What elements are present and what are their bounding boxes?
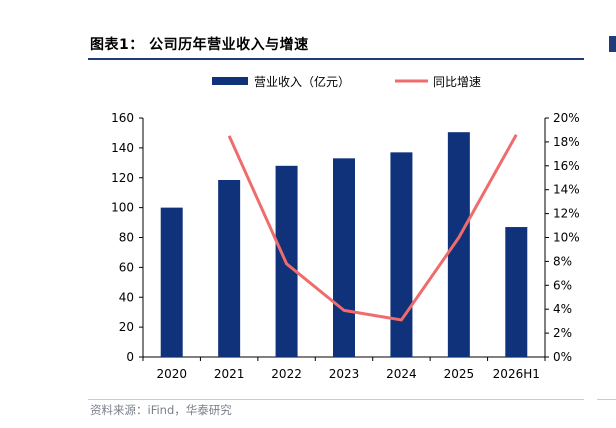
revenue-bar — [447, 132, 470, 357]
x-tick-label: 2024 — [386, 367, 417, 381]
legend-line-label: 同比增速 — [433, 75, 481, 89]
left-tick-label: 20 — [119, 320, 134, 334]
growth-line — [227, 133, 518, 322]
revenue-bar — [505, 227, 528, 357]
right-tick-label: 18% — [553, 135, 580, 149]
x-tick-label: 2023 — [329, 367, 360, 381]
left-tick-label: 120 — [111, 171, 134, 185]
revenue-bar — [390, 152, 413, 357]
left-tick-label: 0 — [126, 350, 134, 364]
right-tick-label: 4% — [553, 302, 572, 316]
title-rule — [88, 58, 584, 60]
right-tick-label: 2% — [553, 326, 572, 340]
revenue-bar — [160, 207, 183, 357]
legend-bar-label: 营业收入（亿元） — [254, 74, 350, 89]
right-tick-label: 12% — [553, 207, 580, 221]
legend-bar-swatch — [212, 77, 248, 85]
right-tick-label: 20% — [553, 111, 580, 125]
source-note: 资料来源：iFind，华泰研究 — [90, 403, 232, 417]
right-tick-label: 8% — [553, 254, 572, 268]
x-tick-label: 2022 — [271, 367, 302, 381]
right-tick-label: 16% — [553, 159, 580, 173]
x-tick-label: 2020 — [156, 367, 187, 381]
right-tick-label: 0% — [553, 350, 572, 364]
left-tick-label: 100 — [111, 201, 134, 215]
page-edge-marker — [609, 36, 616, 52]
footer-rule — [88, 399, 584, 400]
left-tick-label: 80 — [119, 231, 134, 245]
left-tick-label: 160 — [111, 111, 134, 125]
right-tick-label: 6% — [553, 278, 572, 292]
x-tick-label: 2025 — [444, 367, 475, 381]
x-tick-label: 2021 — [214, 367, 245, 381]
x-tick-label: 2026H1 — [493, 367, 540, 381]
chart-title: 图表1： 公司历年营业收入与增速 — [90, 37, 309, 53]
revenue-bar — [333, 158, 355, 357]
left-tick-label: 60 — [119, 260, 134, 274]
revenue-bar — [218, 179, 241, 357]
right-tick-label: 10% — [553, 231, 580, 245]
right-tick-label: 14% — [553, 183, 580, 197]
left-tick-label: 40 — [119, 290, 134, 304]
left-tick-label: 140 — [111, 141, 134, 155]
footer-rule-right — [597, 399, 616, 400]
